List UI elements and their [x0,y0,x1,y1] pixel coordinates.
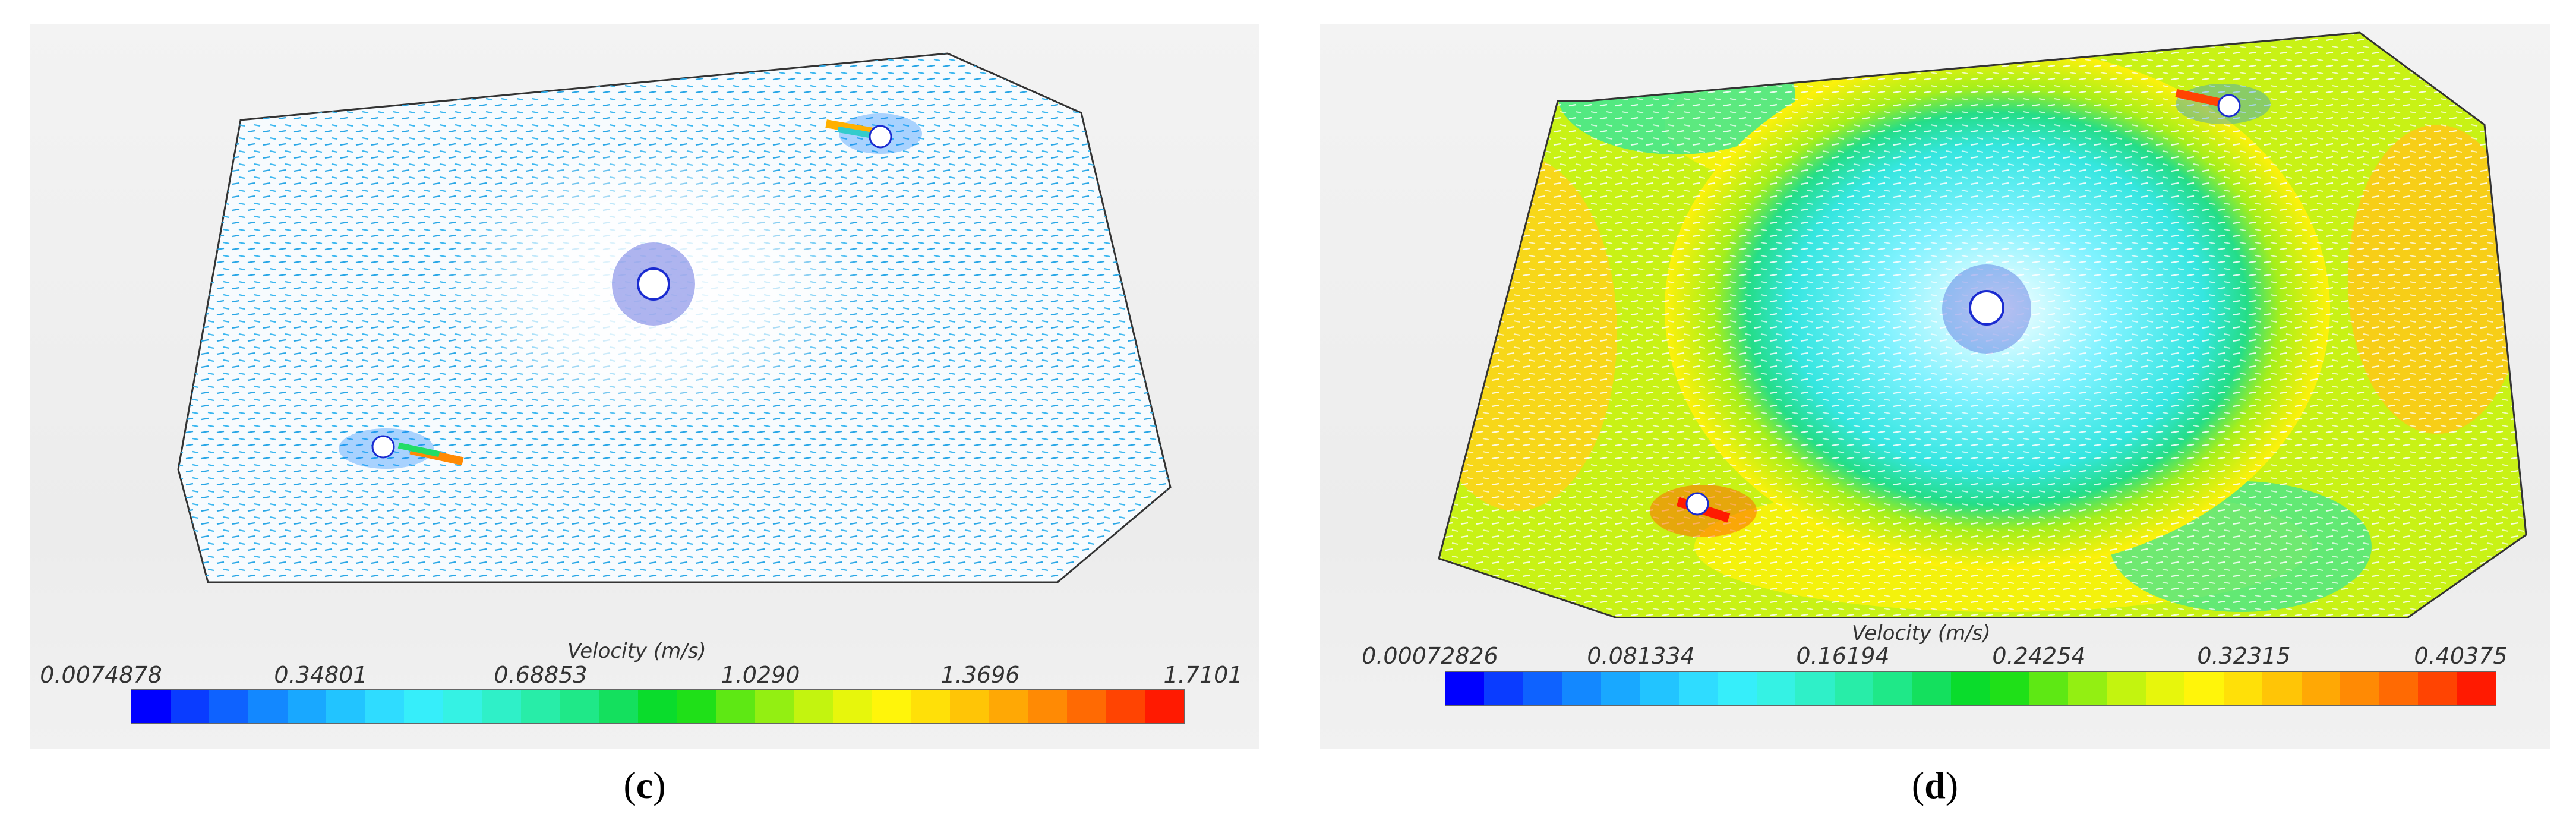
colorbar-segment [443,690,482,723]
colorbar-segment [2340,672,2379,705]
colorbar-segment [1445,672,1485,705]
colorbar-segment [989,690,1028,723]
colorbar-segment [2418,672,2457,705]
caption-c: (c) [623,764,666,806]
colorbar-segment [911,690,951,723]
colorbar-segment [2184,672,2224,705]
colorbar-segment [365,690,405,723]
colorbar-segment [677,690,716,723]
colorbar-segment [599,690,639,723]
velocity-vector-plot-d [1438,31,2527,618]
colorbar-segment [2301,672,2341,705]
colorbar-segment [1484,672,1523,705]
panel-c: Velocity (m/s) 0.0074878 0.34801 0.68853… [30,24,1259,749]
colorbar-segment [131,690,171,723]
colorbar-tick-c-5: 1.7101 [1163,662,1243,688]
colorbar-title-c: Velocity (m/s) [567,639,706,663]
colorbar-tick-d-0: 0.00072826 [1362,643,1498,669]
colorbar-segment [2145,672,2185,705]
colorbar-segment [2379,672,2419,705]
colorbar-segment [2457,672,2496,705]
colorbar-tick-d-1: 0.081334 [1587,643,1695,669]
colorbar-segment [170,690,210,723]
colorbar-tick-c-3: 1.0290 [721,662,800,688]
colorbar-segment [794,690,834,723]
colorbar-segment [1912,672,1952,705]
colorbar-segment [1640,672,1679,705]
colorbar-segment [1795,672,1835,705]
colorbar-segment [638,690,677,723]
colorbar-segment [1834,672,1874,705]
caption-d: (d) [1911,764,1959,806]
panel-d: Velocity (m/s) 0.00072826 0.081334 0.161… [1320,24,2550,749]
colorbar-segment [755,690,794,723]
colorbar-segment [1067,690,1106,723]
tank-outline-d [1438,31,2527,618]
colorbar-segment [2262,672,2302,705]
colorbar-tick-d-2: 0.16194 [1796,643,1890,669]
colorbar-segment [1562,672,1601,705]
center-outlet-c [612,242,695,326]
colorbar-segment [1990,672,2029,705]
colorbar-segment [872,690,911,723]
colorbar-segment [2029,672,2068,705]
colorbar-tick-d-4: 0.32315 [2197,643,2291,669]
colorbar-segment [1028,690,1067,723]
colorbar-segment [1678,672,1718,705]
inlet-jet-bottom-c [339,428,464,469]
colorbar-segment [1145,690,1184,723]
colorbar-segment [833,690,872,723]
colorbar-segment [950,690,989,723]
colorbar-segment [1523,672,1562,705]
colorbar-segment [2223,672,2263,705]
colorbar-tick-c-1: 0.34801 [274,662,368,688]
colorbar-c [131,689,1185,724]
colorbar-d [1445,671,2496,706]
colorbar-segment [1951,672,1990,705]
colorbar-segment [1756,672,1796,705]
colorbar-segment [482,690,522,723]
colorbar-segment [560,690,599,723]
colorbar-title-d: Velocity (m/s) [1852,621,1991,645]
colorbar-segment [716,690,755,723]
colorbar-segment [1600,672,1640,705]
center-outlet-d [1942,264,2031,354]
colorbar-tick-d-5: 0.40375 [2414,643,2508,669]
inlet-jet-top-d [2175,84,2271,124]
colorbar-segment [1106,690,1145,723]
colorbar-segment [326,690,365,723]
colorbar-tick-c-0: 0.0074878 [40,662,162,688]
inlet-jet-top-c [825,113,922,154]
colorbar-segment [1873,672,1912,705]
colorbar-segment [521,690,560,723]
velocity-vector-plot-c [177,52,1172,583]
colorbar-segment [1718,672,1757,705]
colorbar-segment [2107,672,2146,705]
colorbar-segment [248,690,288,723]
colorbar-tick-d-3: 0.24254 [1992,643,2086,669]
colorbar-segment [287,690,327,723]
colorbar-tick-c-2: 0.68853 [494,662,588,688]
colorbar-segment [404,690,443,723]
colorbar-segment [209,690,248,723]
inlet-jet-bottom-d [1650,485,1757,537]
colorbar-tick-c-4: 1.3696 [940,662,1020,688]
colorbar-segment [2067,672,2107,705]
